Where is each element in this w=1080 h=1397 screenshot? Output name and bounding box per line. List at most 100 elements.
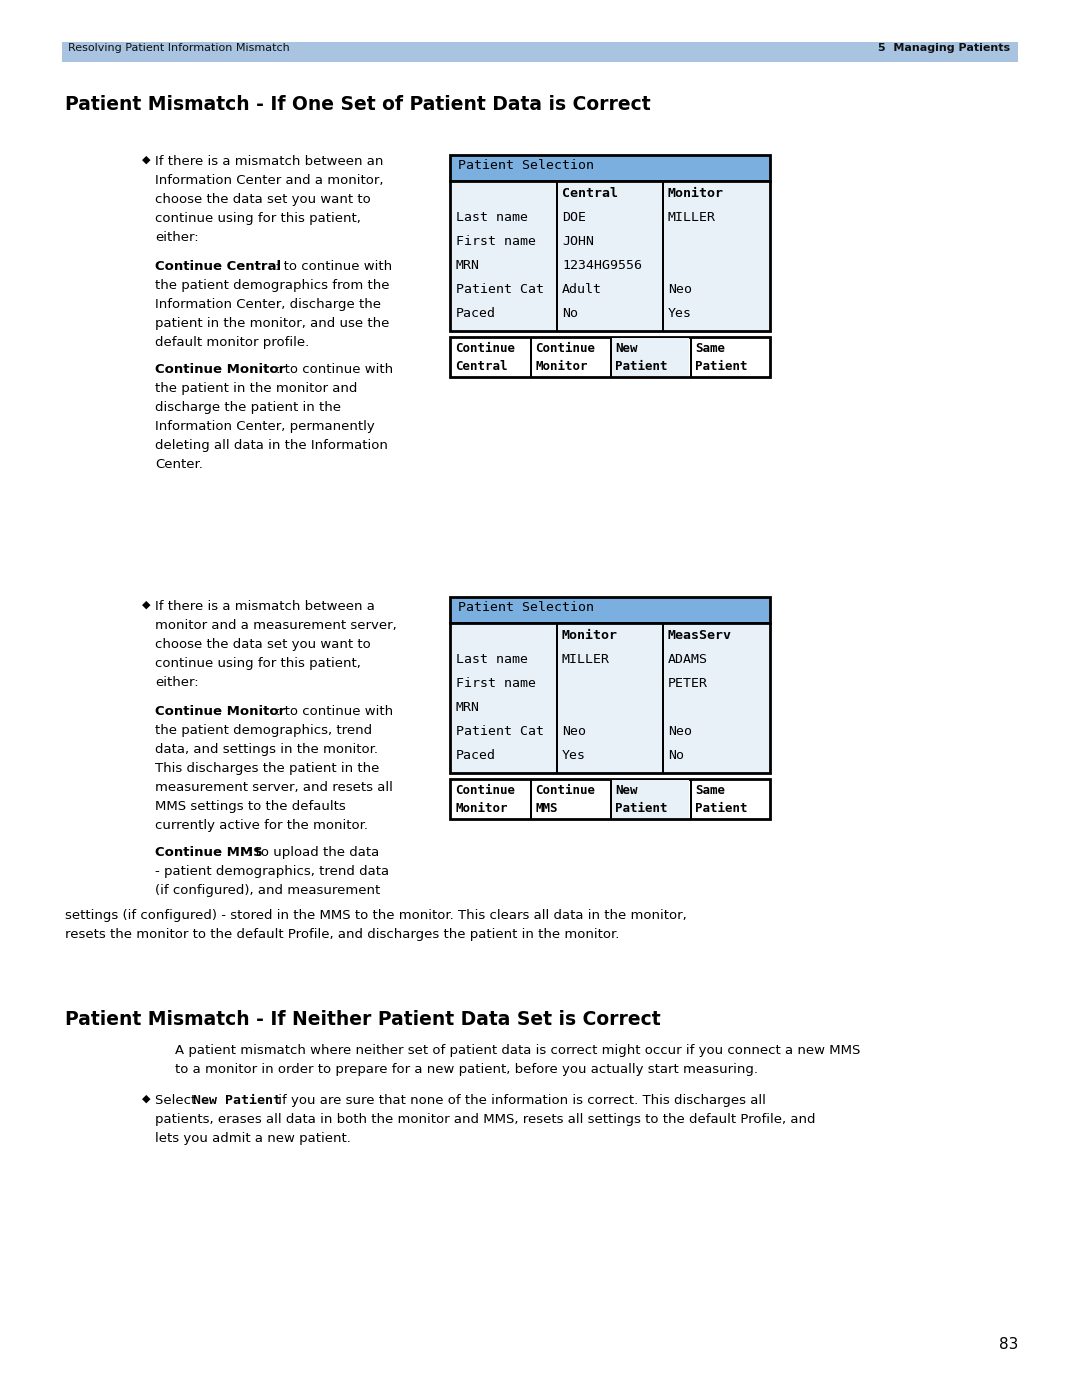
Text: Information Center and a monitor,: Information Center and a monitor, [156,175,383,187]
Bar [611,780,689,819]
Text: Continue Central: Continue Central [156,260,281,272]
Text: measurement server, and resets all: measurement server, and resets all [156,781,393,793]
Text: MeasServ: MeasServ [669,629,732,643]
Bar [610,337,611,377]
Text: settings (if configured) - stored in the MMS to the monitor. This clears all dat: settings (if configured) - stored in the… [65,909,687,922]
Text: the patient demographics, trend: the patient demographics, trend [156,724,373,738]
Text: the patient demographics from the: the patient demographics from the [156,279,390,292]
Bar [530,337,531,377]
Text: MILLER: MILLER [562,652,610,666]
Text: choose the data set you want to: choose the data set you want to [156,638,370,651]
Text: Patient: Patient [696,802,747,814]
Text: JOHN: JOHN [562,235,594,249]
Bar [450,623,770,773]
Text: MMS settings to the defaults: MMS settings to the defaults [156,800,346,813]
Text: Monitor: Monitor [535,360,588,373]
Text: Patient: Patient [696,360,747,373]
Bar [610,780,611,819]
Text: Last name: Last name [456,652,528,666]
Text: patient in the monitor, and use the: patient in the monitor, and use the [156,317,390,330]
Text: If there is a mismatch between an: If there is a mismatch between an [156,155,383,168]
Text: monitor and a measurement server,: monitor and a measurement server, [156,619,396,631]
Text: Yes: Yes [669,307,692,320]
Text: continue using for this patient,: continue using for this patient, [156,657,361,671]
Text: either:: either: [156,231,199,244]
Text: New Patient: New Patient [193,1094,281,1106]
Text: Same: Same [696,784,725,798]
Text: Paced: Paced [456,307,496,320]
Text: Central: Central [562,187,618,200]
Text: 5  Managing Patients: 5 Managing Patients [878,43,1010,53]
Text: discharge the patient in the: discharge the patient in the [156,401,341,414]
Text: Paced: Paced [456,749,496,761]
Text: Monitor: Monitor [669,187,724,200]
Text: continue using for this patient,: continue using for this patient, [156,212,361,225]
Text: Patient Selection: Patient Selection [458,601,594,615]
Text: Monitor: Monitor [455,802,508,814]
Text: MRN: MRN [456,701,480,714]
Bar [450,155,770,182]
Text: Patient Cat: Patient Cat [456,284,544,296]
Text: This discharges the patient in the: This discharges the patient in the [156,761,379,775]
Bar [690,337,691,377]
Text: Yes: Yes [562,749,586,761]
Text: If there is a mismatch between a: If there is a mismatch between a [156,599,375,613]
Text: currently active for the monitor.: currently active for the monitor. [156,819,368,833]
Bar [450,597,770,623]
Text: (if configured), and measurement: (if configured), and measurement [156,884,380,897]
Text: default monitor profile.: default monitor profile. [156,337,309,349]
Bar [556,182,557,331]
Bar [662,182,663,331]
Bar [662,623,663,773]
Text: : to upload the data: : to upload the data [247,847,379,859]
Text: First name: First name [456,678,536,690]
Text: choose the data set you want to: choose the data set you want to [156,193,370,205]
Text: MMS: MMS [535,802,557,814]
Text: Patient: Patient [615,802,667,814]
Text: Adult: Adult [562,284,602,296]
Text: Information Center, permanently: Information Center, permanently [156,420,375,433]
Bar [450,182,770,331]
Bar [690,780,691,819]
Text: New: New [615,784,637,798]
Text: if you are sure that none of the information is correct. This discharges all: if you are sure that none of the informa… [274,1094,766,1106]
Bar [556,623,557,773]
Text: ◆: ◆ [141,155,150,165]
Text: MRN: MRN [456,258,480,272]
Text: 83: 83 [999,1337,1018,1352]
Text: Continue: Continue [455,784,515,798]
Text: First name: First name [456,235,536,249]
Text: PETER: PETER [669,678,708,690]
Text: either:: either: [156,676,199,689]
Text: lets you admit a new patient.: lets you admit a new patient. [156,1132,351,1146]
Text: data, and settings in the monitor.: data, and settings in the monitor. [156,743,378,756]
Text: : to continue with: : to continue with [276,363,393,376]
Bar [450,780,770,819]
Text: Patient: Patient [615,360,667,373]
Bar [450,337,770,377]
Text: - patient demographics, trend data: - patient demographics, trend data [156,865,389,877]
Bar [530,780,531,819]
Bar [611,338,689,376]
Text: Monitor: Monitor [562,629,618,643]
Text: Information Center, discharge the: Information Center, discharge the [156,298,381,312]
Text: Select: Select [156,1094,201,1106]
Text: ◆: ◆ [141,599,150,610]
Text: patients, erases all data in both the monitor and MMS, resets all settings to th: patients, erases all data in both the mo… [156,1113,815,1126]
Text: Continue: Continue [535,342,595,355]
Text: A patient mismatch where neither set of patient data is correct might occur if y: A patient mismatch where neither set of … [175,1044,861,1058]
Text: Central: Central [455,360,508,373]
Text: Patient Mismatch - If One Set of Patient Data is Correct: Patient Mismatch - If One Set of Patient… [65,95,650,115]
Text: No: No [562,307,578,320]
Text: : to continue with: : to continue with [275,260,392,272]
Text: No: No [669,749,684,761]
Text: Patient Selection: Patient Selection [458,159,594,172]
Text: Resolving Patient Information Mismatch: Resolving Patient Information Mismatch [68,43,289,53]
Bar [62,42,1018,61]
Text: Center.: Center. [156,458,203,471]
Text: ADAMS: ADAMS [669,652,708,666]
Text: Continue: Continue [455,342,515,355]
Text: deleting all data in the Information: deleting all data in the Information [156,439,388,453]
Text: resets the monitor to the default Profile, and discharges the patient in the mon: resets the monitor to the default Profil… [65,928,619,942]
Text: New: New [615,342,637,355]
